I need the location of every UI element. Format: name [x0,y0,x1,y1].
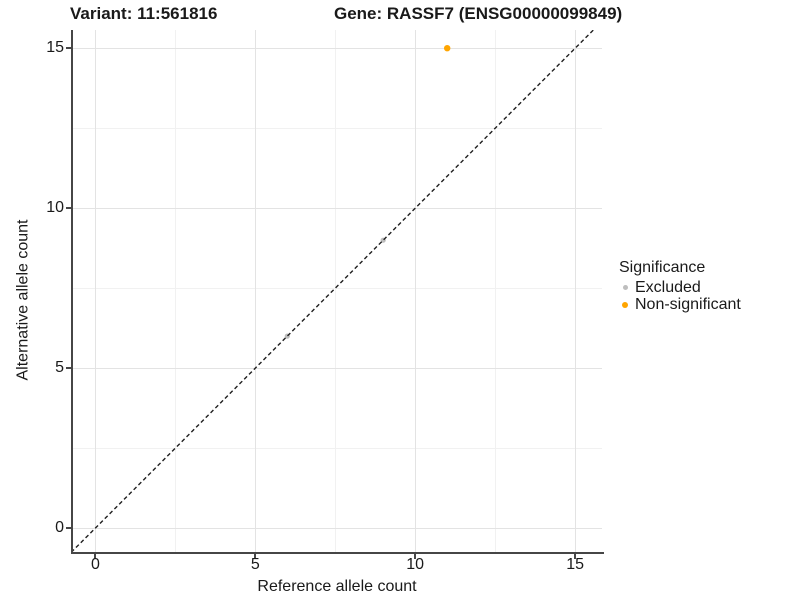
plot-title-gene: Gene: RASSF7 (ENSG00000099849) [334,4,623,23]
y-tick-mark [66,527,71,530]
gridline-x-major [255,30,257,552]
y-tick-mark [66,207,71,210]
gridline-x-major [415,30,417,552]
gridline-y-minor [73,128,602,130]
legend-title: Significance [619,259,706,276]
data-point-non-significant [444,45,451,52]
gridline-y-minor [73,448,602,450]
x-tick-label: 15 [566,556,584,573]
y-tick-label: 5 [55,359,64,377]
legend-swatch-cell [619,285,631,290]
gridline-x-minor [495,30,497,552]
gridline-x-major [95,30,97,552]
legend-item-label: Non-significant [635,296,741,313]
x-tick-mark [254,554,257,559]
plot-panel [73,30,595,552]
x-axis-line [71,552,604,554]
identity-line [73,30,595,552]
gridline-y-major [73,528,602,530]
y-tick-mark [66,367,71,370]
gridline-x-minor [175,30,177,552]
gridline-y-major [73,368,602,370]
legend-item: Non-significant [619,296,741,313]
y-tick-mark [66,47,71,50]
y-tick-label: 15 [46,39,64,57]
x-tick-label: 5 [250,556,260,573]
x-axis-label: Reference allele count [257,578,417,595]
legend: Significance Excluded Non-significant [619,258,741,313]
y-tick-label: 10 [46,199,64,217]
legend-point-icon [622,301,628,308]
plot-title-variant: Variant: 11:561816 [70,4,218,23]
gridline-x-major [575,30,577,552]
gridline-y-major [73,208,602,210]
gridline-y-minor [73,288,602,290]
x-tick-mark [414,554,417,559]
gridline-x-minor [335,30,337,552]
x-tick-label: 10 [406,556,425,573]
legend-item-label: Excluded [635,279,701,296]
legend-point-icon [622,285,628,290]
y-axis-label: Alternative allele count [14,219,32,381]
x-tick-label: 0 [90,556,100,573]
legend-swatch-cell [619,301,631,308]
legend-items: Excluded Non-significant [619,279,741,313]
gridline-y-major [73,48,602,50]
legend-item: Excluded [619,279,741,296]
y-tick-label: 0 [55,519,64,537]
x-tick-mark [94,554,97,559]
y-axis-line [71,30,73,554]
x-tick-mark [574,554,577,559]
